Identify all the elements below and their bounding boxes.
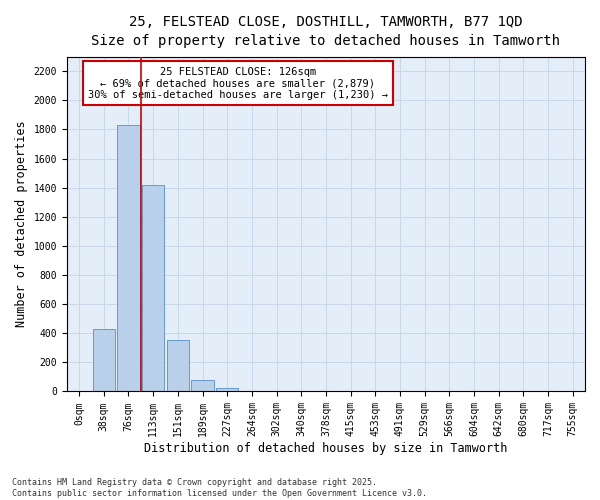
Bar — [167, 340, 189, 392]
Bar — [68, 390, 90, 392]
Title: 25, FELSTEAD CLOSE, DOSTHILL, TAMWORTH, B77 1QD
Size of property relative to det: 25, FELSTEAD CLOSE, DOSTHILL, TAMWORTH, … — [91, 15, 560, 48]
Bar — [142, 184, 164, 392]
Bar — [92, 329, 115, 392]
Bar — [241, 390, 263, 392]
Text: Contains HM Land Registry data © Crown copyright and database right 2025.
Contai: Contains HM Land Registry data © Crown c… — [12, 478, 427, 498]
X-axis label: Distribution of detached houses by size in Tamworth: Distribution of detached houses by size … — [144, 442, 508, 455]
Bar — [118, 125, 140, 392]
Y-axis label: Number of detached properties: Number of detached properties — [15, 120, 28, 328]
Text: 25 FELSTEAD CLOSE: 126sqm
← 69% of detached houses are smaller (2,879)
30% of se: 25 FELSTEAD CLOSE: 126sqm ← 69% of detac… — [88, 66, 388, 100]
Bar — [216, 388, 238, 392]
Bar — [191, 380, 214, 392]
